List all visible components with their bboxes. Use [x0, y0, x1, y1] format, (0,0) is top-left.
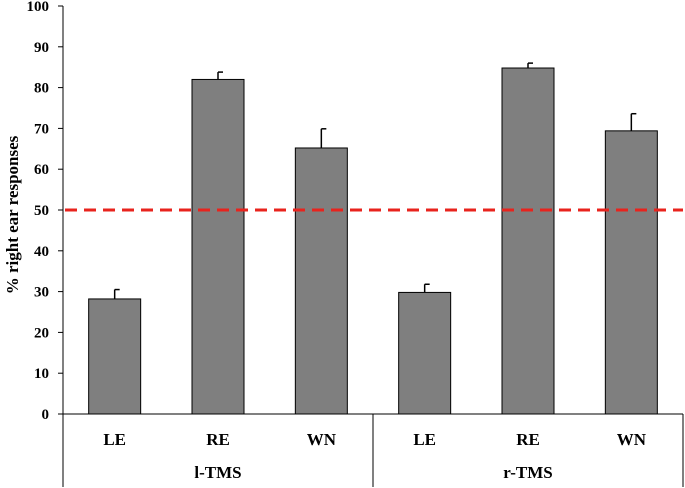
y-tick-label: 0 — [42, 407, 50, 423]
y-tick-label: 10 — [34, 366, 49, 382]
y-tick-label: 70 — [34, 121, 49, 137]
y-tick-label: 40 — [34, 244, 49, 260]
bar-r-TMS-LE — [398, 291, 452, 415]
bar-l-TMS-LE — [88, 298, 142, 415]
category-label: LE — [413, 430, 436, 449]
category-label: WN — [617, 430, 647, 449]
category-label: WN — [307, 430, 337, 449]
y-tick-label: 100 — [27, 0, 50, 15]
x-axis-labels: LE RE WN l-TMS LE RE WN r-TMS — [103, 430, 646, 482]
group-label: r-TMS — [503, 463, 552, 482]
error-bars — [113, 62, 637, 299]
group-label: l-TMS — [194, 463, 241, 482]
y-tick-label: 60 — [34, 162, 49, 178]
bars — [88, 67, 658, 415]
y-tick-label: 20 — [34, 325, 49, 341]
bar-l-TMS-RE — [191, 78, 245, 415]
bar-l-TMS-WN — [294, 147, 348, 415]
y-axis-ticks: 0 10 20 30 40 50 60 70 80 90 100 — [27, 0, 63, 423]
y-axis-title: % right ear responses — [3, 135, 22, 294]
category-label: RE — [516, 430, 540, 449]
y-tick-label: 80 — [34, 81, 49, 97]
category-label: RE — [206, 430, 230, 449]
bar-r-TMS-RE — [501, 67, 555, 415]
y-tick-label: 30 — [34, 285, 49, 301]
category-label: LE — [103, 430, 126, 449]
y-tick-label: 50 — [34, 203, 49, 219]
y-tick-label: 90 — [34, 40, 49, 56]
bar-r-TMS-WN — [604, 130, 658, 415]
axes — [62, 6, 684, 487]
